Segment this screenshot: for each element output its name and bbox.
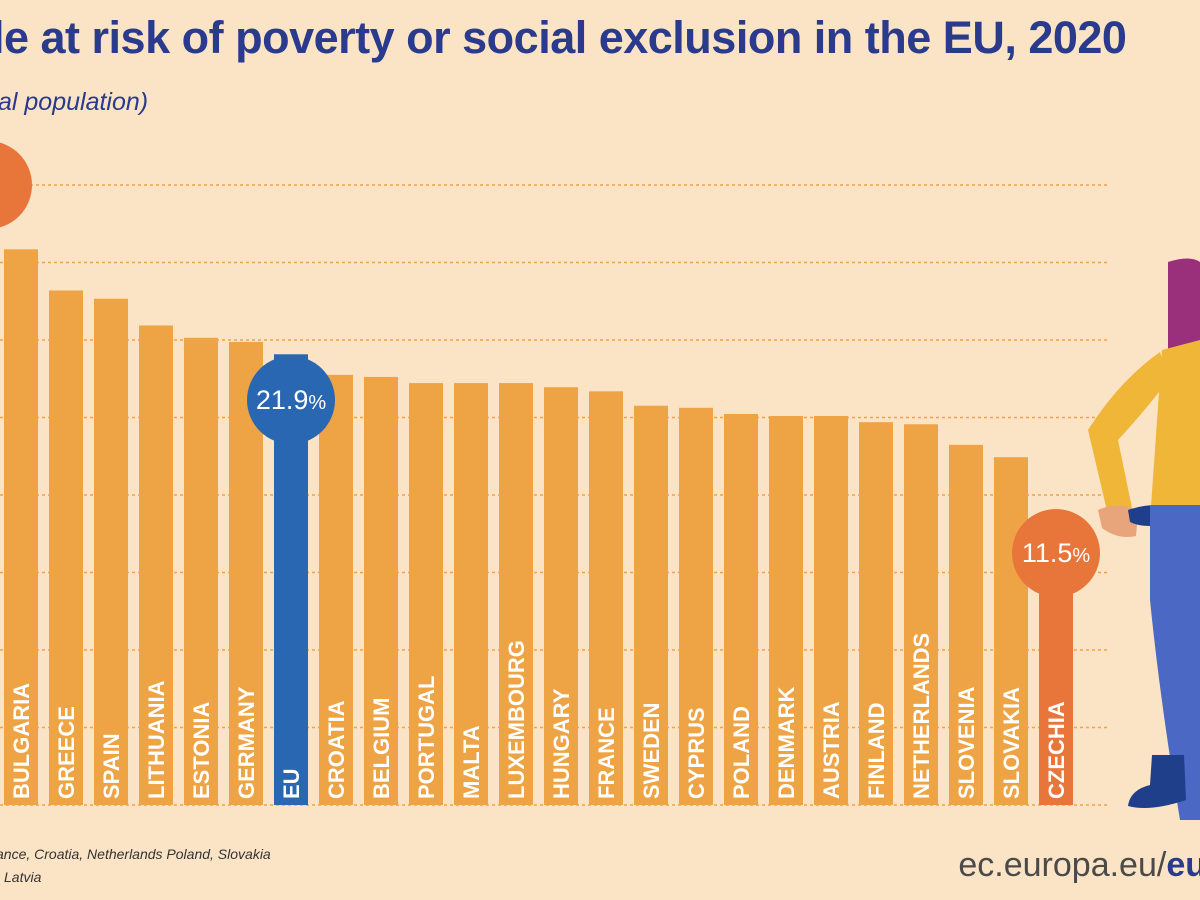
category-label-slovakia: SLOVAKIA [999, 687, 1024, 799]
category-label-estonia: ESTONIA [189, 701, 214, 799]
chart-title: le at risk of poverty or social exclusio… [0, 12, 1127, 63]
category-label-eu: EU [279, 768, 304, 799]
bar-malta [454, 383, 488, 805]
category-label-lithuania: LITHUANIA [144, 680, 169, 799]
category-label-greece: GREECE [54, 706, 79, 799]
category-label-poland: POLAND [729, 706, 754, 799]
callout-eu-text: 21.9% [256, 385, 327, 415]
bar-portugal [409, 383, 443, 805]
category-label-czechia: CZECHIA [1044, 701, 1069, 799]
bar-bulgaria [4, 249, 38, 806]
callout-eu-pointer [282, 440, 300, 456]
bar-greece [49, 290, 83, 805]
bar-netherlands [904, 424, 938, 805]
category-label-france: FRANCE [594, 707, 619, 799]
category-label-denmark: DENMARK [774, 686, 799, 799]
bar-austria [814, 416, 848, 805]
bars [4, 249, 1073, 806]
callout-eu: 21.9% [247, 356, 335, 456]
category-label-malta: MALTA [459, 725, 484, 799]
bar-spain [94, 298, 128, 805]
category-label-sweden: SWEDEN [639, 702, 664, 799]
callout-eu-bubble [247, 356, 335, 444]
category-label-bulgaria: BULGARIA [9, 683, 34, 799]
category-label-croatia: CROATIA [324, 700, 349, 799]
bar-slovakia [994, 457, 1028, 805]
callout-czechia: 11.5% [1012, 509, 1100, 609]
category-label-netherlands: NETHERLANDS [909, 633, 934, 799]
bar-france [589, 391, 623, 805]
category-label-portugal: PORTUGAL [414, 676, 439, 799]
footnote-line-1: ance, Croatia, Netherlands Poland, Slova… [0, 846, 271, 862]
category-label-finland: FINLAND [864, 702, 889, 799]
chart-subtitle: al population) [0, 88, 149, 116]
source-url-prefix: ec.europa.eu/ [958, 846, 1167, 884]
bar-slovenia [949, 444, 983, 805]
callout-highest-bubble [0, 142, 32, 228]
category-label-slovenia: SLOVENIA [954, 686, 979, 799]
bar-estonia [184, 337, 218, 805]
bar-hungary [544, 387, 578, 805]
bar-belgium [364, 376, 398, 805]
bar-finland [859, 422, 893, 805]
callout-highest: % [0, 142, 32, 228]
callout-czechia-bubble [1012, 509, 1100, 597]
bar-cyprus [679, 407, 713, 805]
callout-czechia-text: 11.5% [1022, 538, 1091, 568]
category-labels: BULGARIA GREECE SPAIN LITHUANIA ESTONIA GERMA… [9, 633, 1069, 799]
category-label-germany: GERMANY [234, 686, 259, 799]
source-url[interactable]: ec.europa.eu/eu [958, 846, 1200, 885]
bar-croatia [319, 374, 353, 805]
bar-denmark [769, 416, 803, 805]
bar-sweden [634, 405, 668, 805]
bar-luxembourg [499, 383, 533, 805]
category-label-belgium: BELGIUM [369, 698, 394, 799]
footnote-line-2: Latvia [4, 869, 42, 885]
bar-poland [724, 413, 758, 805]
category-label-luxembourg: LUXEMBOURG [504, 640, 529, 799]
source-url-suffix: eu [1166, 846, 1200, 884]
category-label-austria: AUSTRIA [819, 701, 844, 799]
bar-lithuania [139, 325, 173, 805]
callout-czechia-pointer [1047, 593, 1065, 609]
category-label-hungary: HUNGARY [549, 688, 574, 799]
value-callouts: 21.9% 11.5%% [0, 142, 1100, 609]
category-label-cyprus: CYPRUS [684, 707, 709, 799]
footnote: ance, Croatia, Netherlands Poland, Slova… [0, 843, 416, 889]
category-label-spain: SPAIN [99, 733, 124, 799]
